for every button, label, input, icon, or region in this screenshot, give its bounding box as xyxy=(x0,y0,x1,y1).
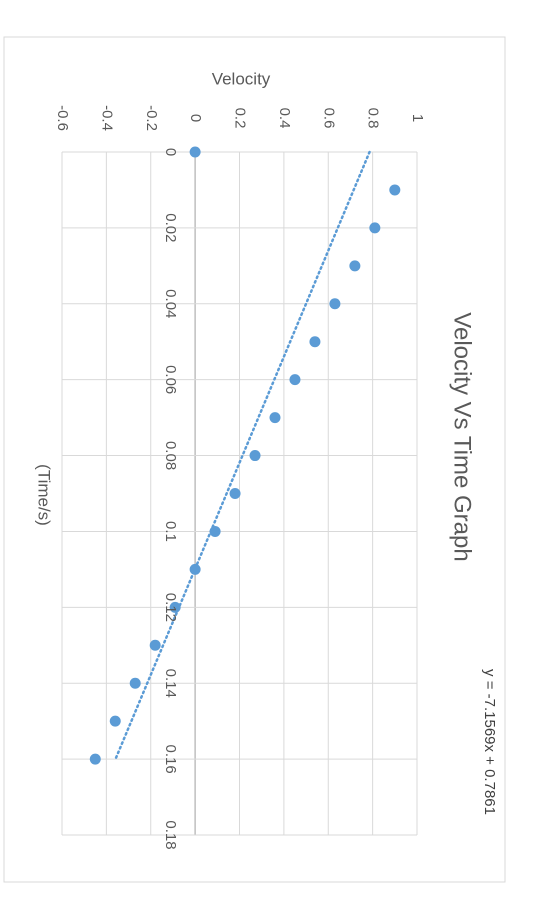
y-tick-label: 1 xyxy=(409,114,426,122)
y-tick-label: 0.2 xyxy=(232,108,249,129)
y-tick-label: 0.8 xyxy=(365,108,382,129)
data-point xyxy=(169,601,181,613)
data-point xyxy=(129,677,141,689)
x-tick-label: 0.08 xyxy=(162,441,179,470)
data-point xyxy=(349,260,361,272)
data-point xyxy=(229,488,241,499)
data-point xyxy=(389,184,401,196)
y-axis-title: Velocity xyxy=(212,69,271,88)
y-tick-label: 0.4 xyxy=(276,108,293,129)
y-tick-label: -0.4 xyxy=(98,105,115,131)
x-tick-label: 0.14 xyxy=(162,669,179,698)
trendline xyxy=(114,150,371,761)
x-tick-label: 0.1 xyxy=(162,521,179,542)
x-tick-label: 0.16 xyxy=(162,745,179,774)
data-point xyxy=(209,525,221,537)
data-point xyxy=(89,753,101,765)
trendline-group xyxy=(114,150,371,761)
data-point xyxy=(309,336,321,348)
y-tick-label: 0 xyxy=(187,114,204,122)
data-point xyxy=(329,298,341,310)
data-point xyxy=(269,412,281,424)
data-point xyxy=(189,146,201,158)
x-tick-label: 0.02 xyxy=(162,213,179,242)
y-tick-label: -0.2 xyxy=(143,105,160,131)
trendline-equation: y = -7.1569x + 0.7861 xyxy=(481,669,498,815)
x-tick-label: 0.18 xyxy=(162,820,179,849)
x-tick-label: 0.04 xyxy=(162,289,179,318)
y-tick-label: 0.6 xyxy=(320,108,337,129)
y-tick-label: -0.6 xyxy=(54,105,71,131)
tick-labels: -0.6 -0.4 -0.2 0 0.2 0.4 0.6 0.8 1 0 0.02 0.04 0.06 0… xyxy=(54,105,426,850)
x-tick-label: 0 xyxy=(162,148,179,156)
x-tick-label: 0.06 xyxy=(162,365,179,394)
data-point xyxy=(149,639,161,651)
gridlines xyxy=(61,151,418,836)
data-point xyxy=(289,374,301,386)
data-point xyxy=(369,222,381,234)
data-point xyxy=(109,715,121,727)
chart-title: Velocity Vs Time Graph xyxy=(449,312,476,561)
data-point xyxy=(189,563,201,575)
data-points xyxy=(89,146,401,765)
x-tick-label: 0.12 xyxy=(162,593,179,622)
data-point xyxy=(249,450,261,462)
x-axis-title: (Time/s) xyxy=(35,464,54,526)
